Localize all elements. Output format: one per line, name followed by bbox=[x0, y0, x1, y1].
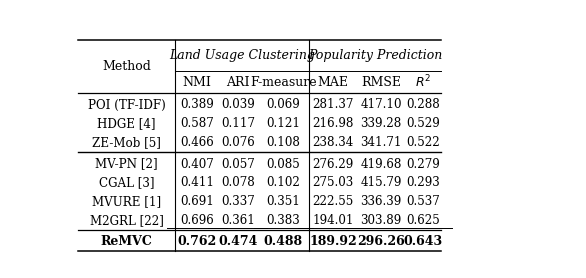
Text: MVURE [1]: MVURE [1] bbox=[92, 195, 161, 208]
Text: 0.288: 0.288 bbox=[406, 98, 440, 111]
Text: Land Usage Clustering: Land Usage Clustering bbox=[169, 49, 315, 62]
Text: 275.03: 275.03 bbox=[312, 177, 354, 189]
Text: 0.537: 0.537 bbox=[406, 195, 440, 208]
Text: HDGE [4]: HDGE [4] bbox=[97, 117, 156, 130]
Text: 0.361: 0.361 bbox=[221, 214, 255, 227]
Text: 0.466: 0.466 bbox=[180, 136, 214, 149]
Text: 0.407: 0.407 bbox=[180, 158, 214, 171]
Text: F-measure: F-measure bbox=[250, 76, 316, 89]
Text: 238.34: 238.34 bbox=[312, 136, 354, 149]
Text: CGAL [3]: CGAL [3] bbox=[99, 177, 154, 189]
Text: 0.108: 0.108 bbox=[267, 136, 300, 149]
Text: M2GRL [22]: M2GRL [22] bbox=[90, 214, 163, 227]
Text: 222.55: 222.55 bbox=[312, 195, 354, 208]
Text: 0.279: 0.279 bbox=[406, 158, 440, 171]
Text: 0.474: 0.474 bbox=[218, 235, 258, 249]
Text: 0.078: 0.078 bbox=[221, 177, 255, 189]
Text: 0.696: 0.696 bbox=[180, 214, 214, 227]
Text: 419.68: 419.68 bbox=[360, 158, 401, 171]
Text: 0.085: 0.085 bbox=[267, 158, 300, 171]
Text: 0.587: 0.587 bbox=[180, 117, 214, 130]
Text: $R^2$: $R^2$ bbox=[415, 74, 431, 91]
Text: MAE: MAE bbox=[318, 76, 349, 89]
Text: 216.98: 216.98 bbox=[312, 117, 354, 130]
Text: 0.625: 0.625 bbox=[406, 214, 440, 227]
Text: 0.069: 0.069 bbox=[267, 98, 300, 111]
Text: 303.89: 303.89 bbox=[360, 214, 401, 227]
Text: 0.762: 0.762 bbox=[178, 235, 217, 249]
Text: 0.057: 0.057 bbox=[221, 158, 255, 171]
Text: 281.37: 281.37 bbox=[312, 98, 354, 111]
Text: 0.039: 0.039 bbox=[221, 98, 255, 111]
Text: MV-PN [2]: MV-PN [2] bbox=[96, 158, 158, 171]
Text: RMSE: RMSE bbox=[361, 76, 401, 89]
Text: 194.01: 194.01 bbox=[312, 214, 354, 227]
Text: Popularity Prediction: Popularity Prediction bbox=[308, 49, 442, 62]
Text: 0.691: 0.691 bbox=[180, 195, 214, 208]
Text: 0.522: 0.522 bbox=[406, 136, 440, 149]
Text: 0.102: 0.102 bbox=[267, 177, 300, 189]
Text: ARI: ARI bbox=[226, 76, 250, 89]
Text: 0.383: 0.383 bbox=[267, 214, 300, 227]
Text: 0.351: 0.351 bbox=[267, 195, 300, 208]
Text: 336.39: 336.39 bbox=[360, 195, 401, 208]
Text: 0.121: 0.121 bbox=[266, 117, 300, 130]
Text: 0.117: 0.117 bbox=[221, 117, 255, 130]
Text: 0.643: 0.643 bbox=[403, 235, 442, 249]
Text: POI (TF-IDF): POI (TF-IDF) bbox=[88, 98, 165, 111]
Text: 417.10: 417.10 bbox=[360, 98, 401, 111]
Text: 189.92: 189.92 bbox=[309, 235, 357, 249]
Text: 0.293: 0.293 bbox=[406, 177, 440, 189]
Text: 339.28: 339.28 bbox=[360, 117, 401, 130]
Text: 276.29: 276.29 bbox=[312, 158, 354, 171]
Text: 0.076: 0.076 bbox=[221, 136, 255, 149]
Text: 0.389: 0.389 bbox=[180, 98, 214, 111]
Text: ZE-Mob [5]: ZE-Mob [5] bbox=[92, 136, 161, 149]
Text: 341.71: 341.71 bbox=[360, 136, 401, 149]
Text: NMI: NMI bbox=[183, 76, 212, 89]
Text: 0.488: 0.488 bbox=[264, 235, 303, 249]
Text: Method: Method bbox=[102, 60, 151, 73]
Text: 0.411: 0.411 bbox=[180, 177, 214, 189]
Text: 296.26: 296.26 bbox=[357, 235, 405, 249]
Text: ReMVC: ReMVC bbox=[101, 235, 152, 249]
Text: 415.79: 415.79 bbox=[360, 177, 401, 189]
Text: 0.337: 0.337 bbox=[221, 195, 255, 208]
Text: 0.529: 0.529 bbox=[406, 117, 440, 130]
